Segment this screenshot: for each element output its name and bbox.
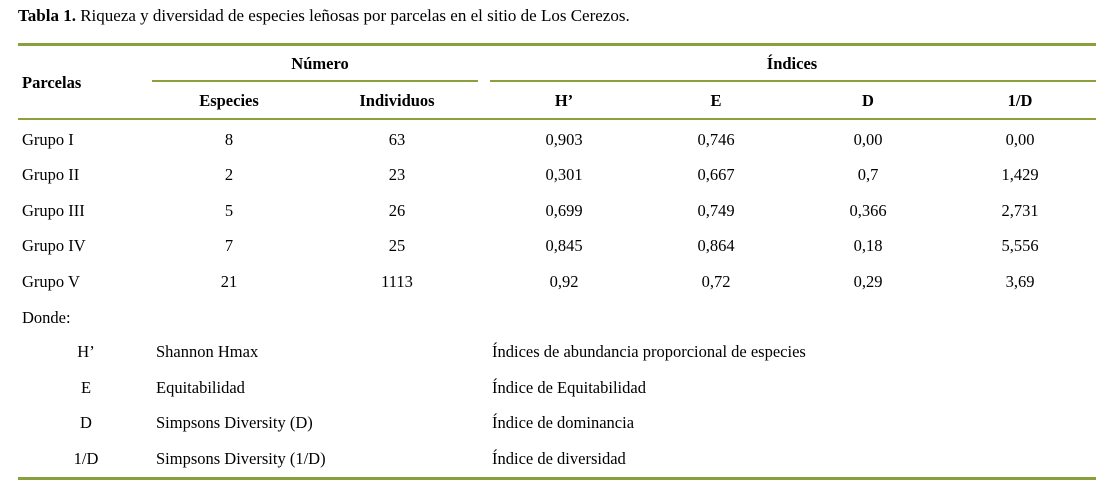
legend-name: Shannon Hmax <box>156 342 259 361</box>
table-caption: Tabla 1. Riqueza y diversidad de especie… <box>18 6 630 26</box>
caption-text: Riqueza y diversidad de especies leñosas… <box>80 6 630 25</box>
legend-description: Índice de dominancia <box>492 413 635 432</box>
cell-inv-d: 3,69 <box>1005 271 1035 291</box>
cell-inv-d: 0,00 <box>1005 129 1035 149</box>
header-parcelas: Parcelas <box>22 73 82 92</box>
cell-especies: 5 <box>224 200 234 220</box>
cell-d: 0,7 <box>857 165 879 185</box>
cell-h: 0,699 <box>545 200 583 220</box>
data-table: Parcelas Número Índices Especies Individ… <box>18 46 1096 300</box>
legend-symbol: 1/D <box>73 449 99 468</box>
cell-e: 0,746 <box>697 129 735 149</box>
legend-name: Simpsons Diversity (1/D) <box>156 449 326 468</box>
cell-d: 0,18 <box>853 236 883 256</box>
top-rule <box>18 43 1096 46</box>
cell-especies: 2 <box>224 165 234 185</box>
indices-underline <box>490 80 1096 82</box>
cell-h: 0,301 <box>545 165 583 185</box>
legend-symbol: D <box>80 413 92 432</box>
numero-underline <box>152 80 478 82</box>
cell-individuos: 23 <box>388 165 406 185</box>
cell-inv-d: 2,731 <box>1001 200 1039 220</box>
legend-symbol: E <box>80 378 92 397</box>
legend: Donde: H’ Shannon Hmax Índices de abunda… <box>18 0 1096 497</box>
table-row: Grupo IV 7 25 0,845 0,864 0,18 5,556 <box>18 229 1096 265</box>
header-inv-d: 1/D <box>1007 91 1033 110</box>
cell-grupo: Grupo III <box>22 200 85 220</box>
cell-e: 0,864 <box>697 236 735 256</box>
cell-h: 0,845 <box>545 236 583 256</box>
legend-description: Índices de abundancia proporcional de es… <box>492 342 806 361</box>
header-row-2: Especies Individuos H’ E D 1/D <box>18 82 1096 120</box>
cell-d: 0,00 <box>853 129 883 149</box>
cell-individuos: 25 <box>388 236 406 256</box>
cell-h: 0,903 <box>545 129 583 149</box>
table-row: Grupo V 21 1113 0,92 0,72 0,29 3,69 <box>18 264 1096 300</box>
bottom-rule <box>18 477 1096 480</box>
legend-name: Equitabilidad <box>156 378 245 397</box>
table-row: Grupo I 8 63 0,903 0,746 0,00 0,00 <box>18 122 1096 158</box>
header-numero: Número <box>291 54 349 73</box>
header-row-1: Parcelas Número Índices <box>18 46 1096 92</box>
cell-e: 0,749 <box>697 200 735 220</box>
cell-especies: 7 <box>224 236 234 256</box>
header-d: D <box>862 91 874 110</box>
cell-especies: 21 <box>220 271 238 291</box>
header-individuos: Individuos <box>359 91 435 110</box>
cell-individuos: 63 <box>388 129 406 149</box>
header-especies: Especies <box>199 91 259 110</box>
legend-symbol: H’ <box>77 342 95 361</box>
cell-grupo: Grupo IV <box>22 236 86 256</box>
cell-individuos: 26 <box>388 200 406 220</box>
table-row: Grupo III 5 26 0,699 0,749 0,366 2,731 <box>18 193 1096 229</box>
legend-description: Índice de diversidad <box>492 449 626 468</box>
cell-h: 0,92 <box>549 271 579 291</box>
cell-grupo: Grupo I <box>22 129 74 149</box>
cell-inv-d: 5,556 <box>1001 236 1039 256</box>
cell-grupo: Grupo II <box>22 165 80 185</box>
caption-label: Tabla 1. <box>18 6 76 25</box>
header-rule <box>18 118 1096 120</box>
header-indices: Índices <box>766 54 818 73</box>
legend-name: Simpsons Diversity (D) <box>156 413 313 432</box>
cell-e: 0,72 <box>701 271 731 291</box>
legend-description: Índice de Equitabilidad <box>492 378 646 397</box>
cell-inv-d: 1,429 <box>1001 165 1039 185</box>
header-e: E <box>710 91 722 110</box>
cell-grupo: Grupo V <box>22 271 80 291</box>
header-h: H’ <box>554 91 574 110</box>
cell-d: 0,29 <box>853 271 883 291</box>
table-row: Grupo II 2 23 0,301 0,667 0,7 1,429 <box>18 158 1096 194</box>
cell-especies: 8 <box>224 129 234 149</box>
cell-e: 0,667 <box>697 165 735 185</box>
cell-individuos: 1113 <box>381 271 413 291</box>
cell-d: 0,366 <box>849 200 887 220</box>
legend-title: Donde: <box>22 308 71 327</box>
